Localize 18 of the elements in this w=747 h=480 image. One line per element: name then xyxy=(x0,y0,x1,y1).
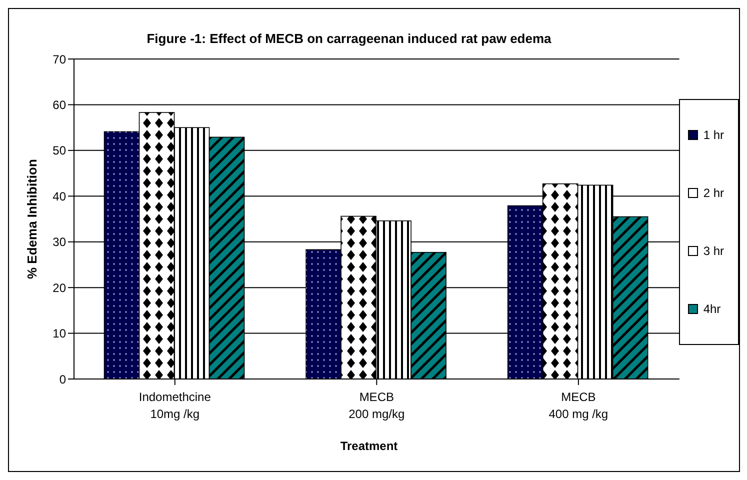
legend-label: 2 hr xyxy=(703,184,724,202)
y-tick-label: 70 xyxy=(52,52,66,66)
y-tick-label: 50 xyxy=(52,144,66,158)
chart-title: Figure -1: Effect of MECB on carrageenan induced rat paw edema xyxy=(146,31,552,46)
x-tick-label: MECB 200 mg/kg xyxy=(348,390,405,421)
legend-label: 1 hr xyxy=(703,126,724,144)
y-tick-label: 20 xyxy=(52,280,66,295)
x-tick-label: Indomethcine 10mg /kg xyxy=(138,390,212,421)
y-tick-label: 0 xyxy=(59,372,66,386)
legend-label: 4hr xyxy=(703,300,721,318)
y-tick-label: 30 xyxy=(52,235,66,250)
x-tick-label: MECB 400 mg /kg xyxy=(548,390,608,421)
legend-label: 3 hr xyxy=(703,242,724,260)
x-axis-title: Treatment xyxy=(339,439,399,453)
y-tick-label: 40 xyxy=(52,189,66,204)
y-tick-label: 10 xyxy=(52,326,66,341)
y-axis-title: % Edema Inhibition xyxy=(24,159,40,279)
y-tick-label: 60 xyxy=(52,98,66,112)
